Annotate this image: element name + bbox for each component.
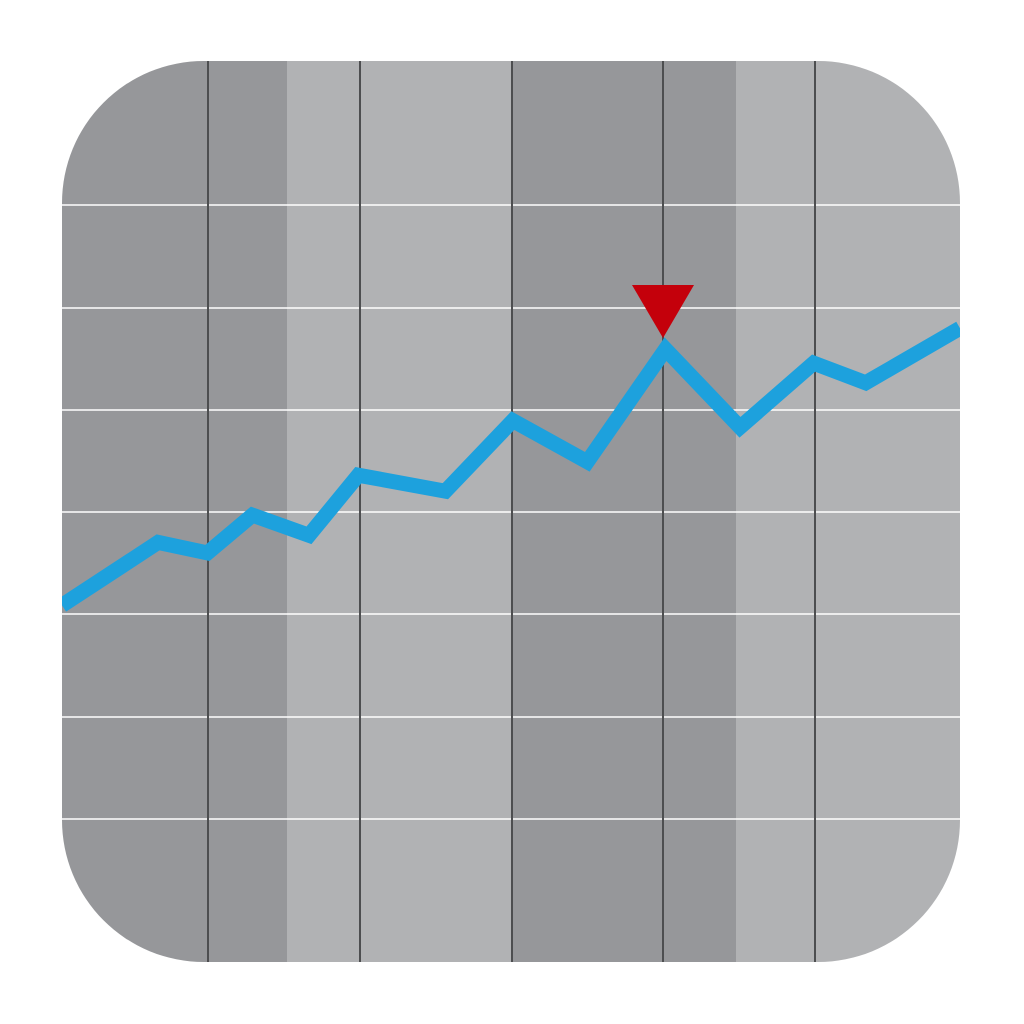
trend-line <box>62 321 960 612</box>
vertical-dividers <box>207 61 816 962</box>
down-triangle-icon <box>632 285 694 338</box>
icon-body <box>62 61 960 962</box>
